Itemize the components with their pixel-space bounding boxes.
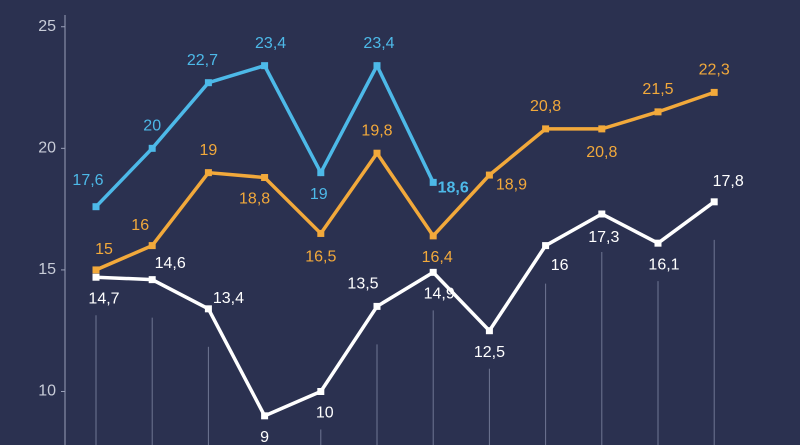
data-label: 18,9	[496, 176, 527, 193]
data-label: 20	[143, 118, 161, 135]
marker	[654, 239, 662, 247]
y-tick-label: 25	[38, 18, 56, 35]
marker	[429, 232, 437, 240]
marker	[92, 266, 100, 274]
data-label: 16,4	[422, 249, 453, 266]
marker	[542, 242, 550, 250]
marker	[261, 412, 269, 420]
data-label: 19,8	[361, 122, 392, 139]
marker	[148, 144, 156, 152]
data-label: 13,4	[213, 290, 244, 307]
data-label: 16	[131, 217, 149, 234]
marker	[710, 88, 718, 96]
marker	[261, 174, 269, 182]
marker	[429, 178, 437, 186]
marker	[598, 210, 606, 218]
marker	[148, 276, 156, 284]
marker	[373, 149, 381, 157]
data-label: 22,7	[187, 52, 218, 69]
data-label: 16,1	[648, 256, 679, 273]
data-label: 21,5	[642, 81, 673, 98]
marker	[598, 125, 606, 133]
data-label: 15	[95, 241, 113, 258]
data-label: 19	[200, 142, 218, 159]
marker	[429, 268, 437, 276]
data-label: 19	[310, 186, 328, 203]
data-label: 18,6	[438, 180, 469, 197]
data-label: 9	[260, 429, 269, 445]
data-label: 16	[551, 257, 569, 274]
data-label: 18,8	[239, 191, 270, 208]
data-label: 16,5	[305, 249, 336, 266]
marker	[92, 273, 100, 281]
marker	[542, 125, 550, 133]
marker	[485, 327, 493, 335]
data-label: 20,8	[586, 144, 617, 161]
data-label: 17,3	[588, 229, 619, 246]
data-label: 13,5	[347, 276, 378, 293]
marker	[317, 169, 325, 177]
y-tick-label: 10	[38, 383, 56, 400]
marker	[204, 79, 212, 87]
data-label: 14,7	[88, 290, 119, 307]
data-label: 12,5	[474, 344, 505, 361]
y-tick-label: 15	[38, 261, 56, 278]
series-line	[95, 200, 716, 419]
marker	[261, 62, 269, 70]
data-label: 17,8	[713, 173, 744, 190]
data-label: 22,3	[699, 62, 730, 79]
series-line	[95, 90, 715, 272]
marker	[373, 62, 381, 70]
marker	[317, 229, 325, 237]
data-label: 10	[316, 405, 334, 422]
data-label: 20,8	[530, 98, 561, 115]
marker	[148, 242, 156, 250]
data-label: 14,9	[424, 286, 455, 303]
data-label: 17,6	[72, 172, 103, 189]
marker	[204, 305, 212, 313]
marker	[317, 388, 325, 396]
marker	[373, 302, 381, 310]
data-label: 23,4	[255, 35, 286, 52]
marker	[710, 198, 718, 206]
marker	[654, 108, 662, 116]
data-label: 14,6	[155, 255, 186, 272]
y-tick-label: 20	[38, 140, 56, 157]
marker	[485, 171, 493, 179]
data-label: 23,4	[363, 35, 394, 52]
marker	[204, 169, 212, 177]
marker	[92, 203, 100, 211]
